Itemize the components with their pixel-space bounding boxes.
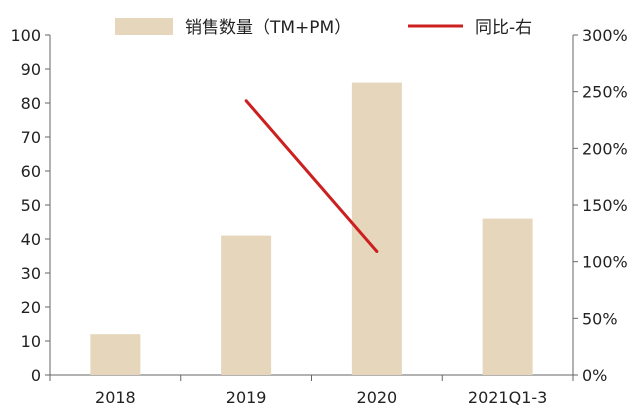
left-tick-label: 60 <box>21 162 41 181</box>
right-tick-label: 50% <box>582 309 618 328</box>
left-tick-label: 30 <box>21 264 41 283</box>
bar-2020 <box>351 82 402 375</box>
yoy-line-series <box>244 99 379 253</box>
left-tick-label: 80 <box>21 94 41 113</box>
right-tick-label: 0% <box>582 366 607 385</box>
right-tick-label: 300% <box>582 26 628 45</box>
x-tick-label: 2019 <box>226 388 267 407</box>
left-tick-label: 50 <box>21 196 41 215</box>
left-tick-label: 10 <box>21 332 41 351</box>
yoy-point-2019 <box>244 99 248 103</box>
legend: 销售数量（TM+PM） 同比-右 <box>115 18 532 38</box>
legend-bar-label: 销售数量（TM+PM） <box>185 18 351 38</box>
bars <box>90 82 533 375</box>
left-tick-label: 40 <box>21 230 41 249</box>
left-tick-label: 90 <box>21 60 41 79</box>
legend-line-label: 同比-右 <box>475 18 532 38</box>
bar-2021Q1-3 <box>482 218 533 375</box>
x-axis-ticks: 2018 2019 2020 2021Q1-3 <box>49 375 574 407</box>
right-tick-label: 200% <box>582 139 628 158</box>
bar-2019 <box>221 235 272 375</box>
right-tick-label: 250% <box>582 83 628 102</box>
right-tick-label: 150% <box>582 196 628 215</box>
x-tick-label: 2021Q1-3 <box>468 388 547 407</box>
yoy-line <box>244 99 379 253</box>
left-tick-label: 70 <box>21 128 41 147</box>
right-tick-label: 100% <box>582 253 628 272</box>
bar-2018 <box>90 334 141 375</box>
right-axis-ticks: 0% 50% 100% 150% 200% 250% 300% <box>573 26 628 385</box>
yoy-point-2020 <box>375 249 379 253</box>
left-axis-ticks: 0 10 20 30 40 50 60 70 80 90 100 <box>10 26 50 385</box>
x-tick-label: 2020 <box>357 388 398 407</box>
left-tick-label: 20 <box>21 298 41 317</box>
left-tick-label: 100 <box>10 26 41 45</box>
left-tick-label: 0 <box>31 366 41 385</box>
legend-bar-swatch <box>115 18 173 35</box>
x-tick-label: 2018 <box>95 388 136 407</box>
